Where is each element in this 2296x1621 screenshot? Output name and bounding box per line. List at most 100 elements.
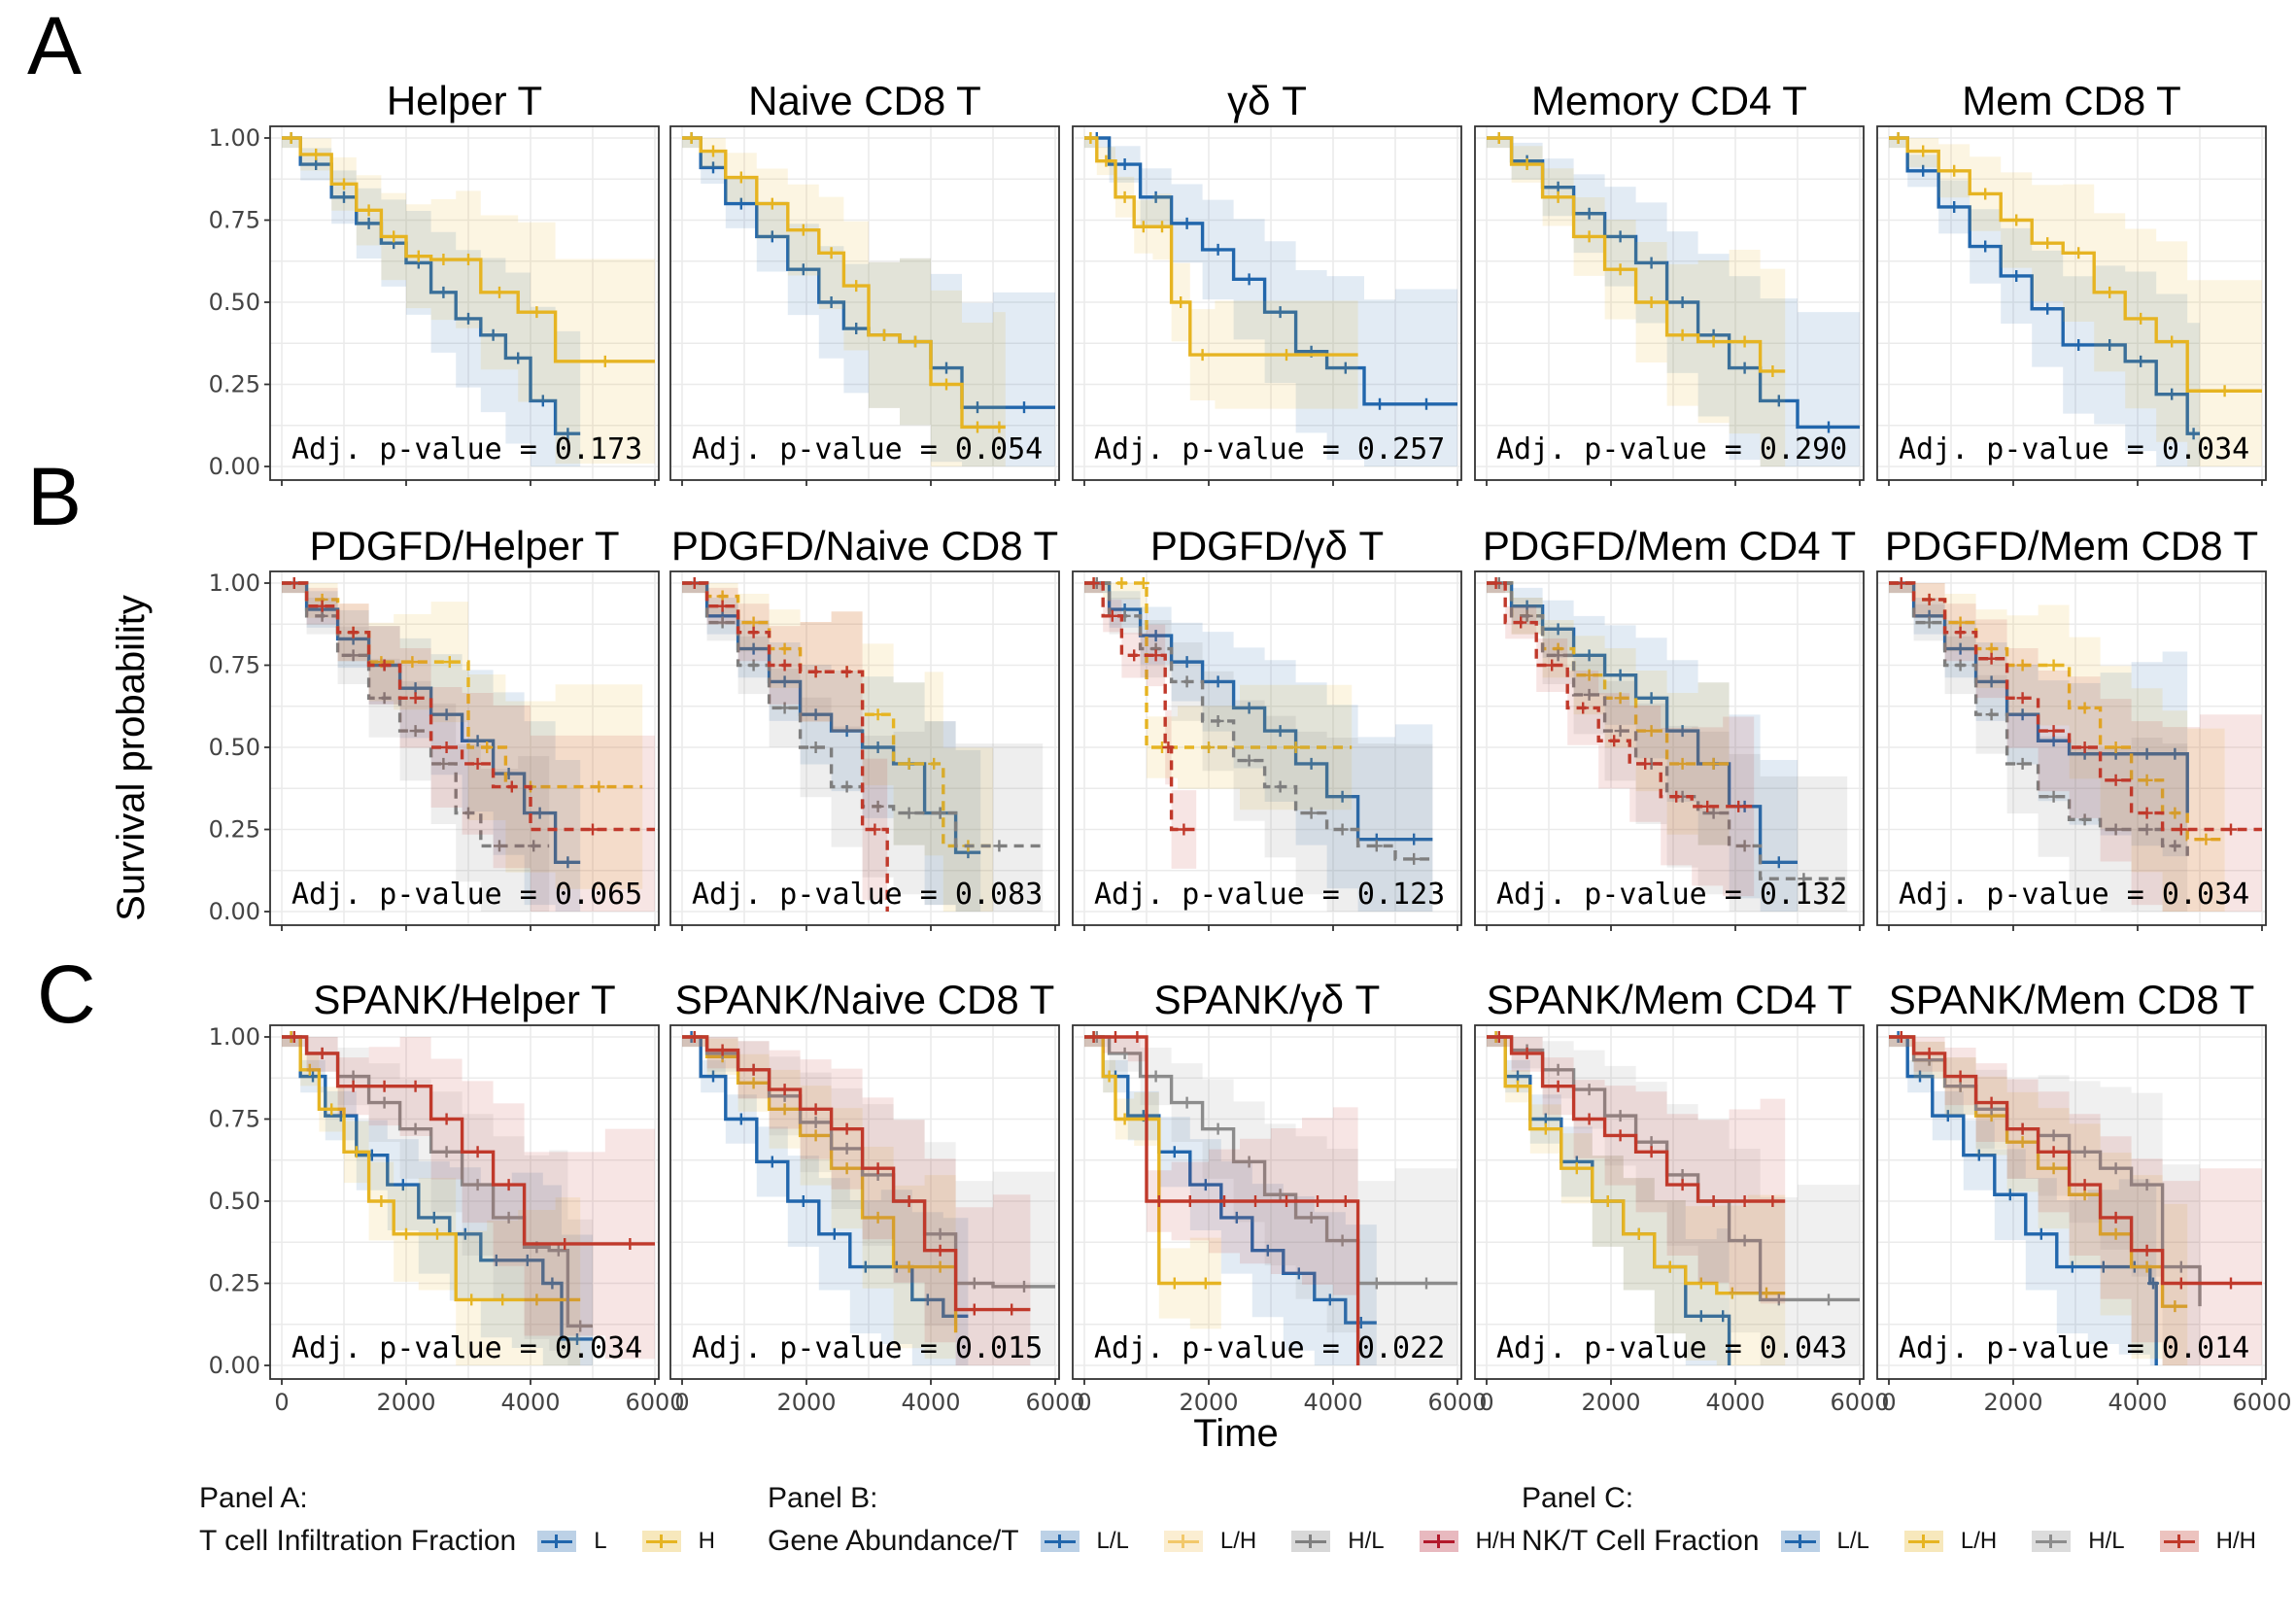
panel-pdgfd-t-series-h-h-line	[1084, 581, 1197, 832]
panel-naive-cd8-t-series-l-censor-mark-7	[850, 323, 863, 335]
panel-memory-cd4-t-plot	[1487, 132, 1860, 466]
panel-memory-cd4-t-series-h-censor-mark-8	[1707, 335, 1720, 348]
panel-pdgfd-naive-cd8-t-series-l-l-line	[682, 581, 981, 854]
panel-pdgfd-naive-cd8-t-grid	[670, 571, 1059, 925]
panel-pdgfd-t-series-h-l-censor-mark-6	[1243, 754, 1255, 767]
panel-spank-mem-cd4-t-series-l-l-censor-mark-9	[1717, 1310, 1730, 1323]
panel-helper-t-series-l-censor-mark-7	[437, 286, 450, 298]
panel-helper-t-series-h-censor-mark-7	[437, 254, 450, 266]
panel-naive-cd8-t-title: Naive CD8 T	[748, 78, 981, 123]
panel-pdgfd-mem-cd4-t-series-h-h-line	[1487, 581, 1755, 809]
panel-naive-cd8-t-series-h-censor-mark-2	[707, 145, 719, 157]
panel-spank-mem-cd8-t-series-l-h-censor-mark-5	[2016, 1136, 2029, 1149]
panel-spank-helper-t-series-l-l-censor-mark-11	[571, 1332, 583, 1345]
panel-spank-naive-cd8-t-background	[670, 1025, 1059, 1379]
panel-spank-t-series-h-h-censor-mark-2	[1110, 1031, 1121, 1043]
panel-pdgfd-t-series-h-l-line	[1084, 581, 1433, 861]
panel-spank-t-pvalue: Adj. p-value = 0.022	[1094, 1331, 1445, 1365]
panel-spank-mem-cd8-t-series-l-h-censor-mark-8	[2109, 1227, 2122, 1240]
legend-key-b-ll	[1040, 1531, 1079, 1552]
panel-spank-t-border	[1072, 1024, 1462, 1380]
panel-mem-cd8-t-series-l-censor-mark-8	[2104, 338, 2116, 351]
panel-spank-mem-cd4-t-xtick-label-2000: 2000	[1581, 1389, 1640, 1416]
panel-t-series-l-censor-mark-9	[1339, 362, 1352, 374]
panel-mem-cd8-t-series-h-censor-mark-6	[2041, 237, 2054, 250]
panel-spank-naive-cd8-t-series-h-l-censor-mark-6	[840, 1142, 853, 1155]
panel-pdgfd-mem-cd4-t-series-l-h-censor-mark-8	[1707, 757, 1720, 770]
panel-helper-t-series-l-censor-mark-9	[487, 328, 499, 341]
panel-spank-mem-cd4-t-series-h-l-censor-mark-3	[1552, 1063, 1564, 1076]
panel-spank-mem-cd8-t-series-h-l-censor-mark-6	[2047, 1129, 2060, 1142]
panel-pdgfd-helper-t-series-h-l-censor-mark-2	[316, 609, 328, 622]
row-label-c: C	[37, 948, 96, 1040]
panel-pdgfd-helper-t-series-l-h-censor-mark-9	[593, 780, 605, 793]
panel-mem-cd8-t-series-h-censor-mark-7	[2073, 247, 2085, 259]
panel-spank-helper-t-series-l-l-censor-mark-5	[396, 1179, 409, 1191]
panel-helper-t-series-l-censor-mark-4	[362, 217, 375, 229]
panel-helper-t-series-l-censor-mark-2	[310, 158, 323, 171]
panel-pdgfd-mem-cd8-t-series-h-h-censor-mark-8	[2109, 774, 2122, 786]
panel-pdgfd-naive-cd8-t-series-h-h-censor-mark-4	[778, 659, 791, 672]
panel-spank-mem-cd8-t-xtick-label-4000: 4000	[2108, 1389, 2167, 1416]
panel-pdgfd-mem-cd4-t-series-h-l-censor-mark-3	[1552, 649, 1564, 662]
panel-pdgfd-naive-cd8-t-series-l-h-censor-mark-7	[872, 708, 884, 721]
panel-spank-helper-t-series-h-h-ci-band	[282, 1037, 655, 1360]
panel-spank-helper-t-series-l-l-censor-mark-7	[459, 1227, 471, 1240]
panel-pdgfd-naive-cd8-t-plot	[682, 577, 1044, 912]
panel-spank-t-series-h-l-censor-mark-3	[1149, 1070, 1162, 1083]
panel-spank-t-xtick-label-6000: 6000	[1427, 1389, 1487, 1416]
panel-naive-cd8-t: Naive CD8 T Adj. p-value = 0.054	[669, 78, 1060, 486]
legend-item-b-ll: L/L	[1040, 1520, 1129, 1563]
panel-spank-helper-t-pvalue: Adj. p-value = 0.034	[291, 1331, 642, 1365]
panel-pdgfd-t-series-l-l-censor-mark-9	[1336, 790, 1349, 803]
panel-pdgfd-helper-t-series-h-h-censor-mark-7	[471, 757, 484, 770]
panel-pdgfd-helper-t-series-h-h-censor-mark-4	[378, 659, 391, 672]
panel-pdgfd-helper-t-series-h-l-ci-band	[282, 583, 550, 912]
panel-spank-helper-t-series-l-l-censor-mark-8	[490, 1254, 502, 1266]
panel-spank-helper-t-series-h-l-censor-mark-5	[409, 1122, 422, 1135]
panel-t-plot	[1084, 132, 1457, 466]
panel-pdgfd-mem-cd8-t-series-l-h-censor-mark-9	[2141, 774, 2153, 786]
panel-helper-t-series-l-censor-mark-10	[512, 352, 525, 364]
panel-helper-t-border	[269, 125, 660, 481]
panel-spank-mem-cd4-t-series-h-h-censor-mark-2	[1521, 1047, 1533, 1059]
panel-mem-cd8-t-series-l-censor-mark-5	[2010, 269, 2023, 282]
panel-spank-helper-t-series-h-h-censor-mark-7	[471, 1146, 484, 1158]
panel-spank-helper-t-series-h-l-censor-mark-10	[552, 1244, 565, 1257]
panel-spank-naive-cd8-t-series-h-h-censor-mark-4	[778, 1084, 791, 1096]
panel-memory-cd4-t-series-l-censor-mark-3	[1552, 181, 1564, 193]
panel-mem-cd8-t-series-h-ci-band	[1889, 138, 2262, 466]
panel-pdgfd-mem-cd8-t-series-l-h-censor-mark-6	[2047, 659, 2060, 672]
legend-item-b-lh: L/H	[1163, 1520, 1256, 1563]
panel-memory-cd4-t-series-l-censor-mark-6	[1645, 257, 1658, 269]
panel-pdgfd-helper-t-series-l-l-censor-mark-5	[409, 682, 422, 695]
panel-pdgfd-mem-cd4-t-series-l-l-censor-mark-3	[1552, 623, 1564, 636]
panel-spank-mem-cd4-t-title: SPANK/Mem CD4 T	[1487, 977, 1853, 1022]
panel-spank-naive-cd8-t-xtick-label-6000: 6000	[1025, 1389, 1084, 1416]
panel-spank-naive-cd8-t-border	[669, 1024, 1060, 1380]
panel-spank-helper-t-series-l-h-censor-mark-6	[400, 1227, 412, 1240]
panel-t-border	[1072, 125, 1462, 481]
panel-pdgfd-t-plot	[1084, 577, 1433, 912]
panel-pdgfd-helper-t-series-h-h-ci-band	[282, 583, 655, 912]
panel-pdgfd-mem-cd8-t-pvalue: Adj. p-value = 0.034	[1899, 878, 2249, 912]
panel-pdgfd-t-series-l-h-censor-mark-2	[1115, 577, 1128, 589]
legend-key-a-h	[641, 1531, 681, 1552]
panel-pdgfd-naive-cd8-t-series-h-l-censor-mark-4	[778, 702, 791, 714]
panel-naive-cd8-t-series-l-censor-mark-10	[941, 362, 952, 374]
panel-spank-t-xtick-label-0: 0	[1077, 1389, 1091, 1416]
panel-pdgfd-mem-cd8-t-series-h-h-censor-mark-11	[2225, 823, 2237, 836]
panel-pdgfd-t-series-l-l-censor-mark-6	[1243, 702, 1255, 714]
panel-mem-cd8-t-series-l-censor-mark-2	[1917, 164, 1930, 177]
panel-spank-t-series-l-l-censor-mark-9	[1323, 1293, 1336, 1306]
panel-spank-t-series-h-l-censor-mark-10	[1370, 1277, 1383, 1290]
panel-pdgfd-helper-t-title: PDGFD/Helper T	[310, 523, 620, 569]
panel-pdgfd-mem-cd8-t-series-h-l-censor-mark-6	[2047, 790, 2060, 803]
panel-spank-naive-cd8-t-series-h-h-censor-mark-3	[747, 1063, 760, 1076]
panel-pdgfd-mem-cd8-t-series-h-h-censor-mark-4	[1985, 652, 1998, 665]
legend-panel-c-title: Panel C:	[1522, 1482, 1634, 1514]
panel-spank-mem-cd4-t-series-l-h-censor-mark-5	[1601, 1195, 1614, 1207]
panel-mem-cd8-t-background	[1877, 126, 2266, 480]
